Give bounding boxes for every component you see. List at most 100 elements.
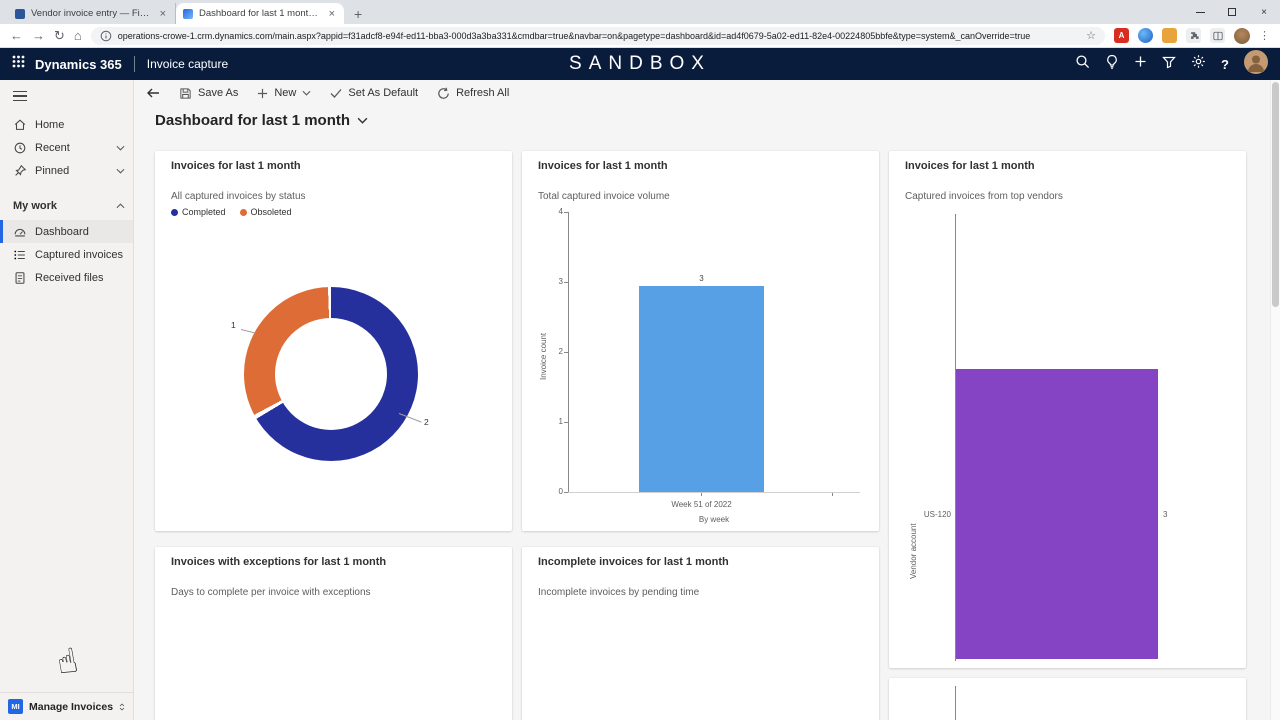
card-invoice-volume: Invoices for last 1 month Total captured… <box>522 151 879 531</box>
adobe-acrobat-extension-icon[interactable]: A <box>1114 28 1129 43</box>
browser-extension-icon-orange[interactable] <box>1162 28 1177 43</box>
app-switcher-label: Manage Invoices <box>29 700 114 713</box>
y-axis-title: Vendor account <box>909 523 918 579</box>
browser-profile-avatar[interactable] <box>1234 27 1250 44</box>
y-tick-mark <box>564 422 568 423</box>
x-tick-mark <box>832 493 833 496</box>
y-tick-label: US-120 <box>923 510 951 519</box>
browser-extension-icon-blue[interactable] <box>1138 28 1153 43</box>
app-name[interactable]: Invoice capture <box>146 57 229 71</box>
forward-button[interactable]: → <box>32 28 45 43</box>
workspace: Home Recent Pinned My work Dashboard Cap… <box>0 80 1280 720</box>
browser-menu-icon[interactable]: ⋮ <box>1259 30 1270 42</box>
browser-toolbar: ← → ↻ ⌂ operations-crowe-1.crm.dynamics.… <box>0 24 1280 48</box>
set-as-default-button[interactable]: Set As Default <box>330 87 418 99</box>
y-tick-label: 0 <box>558 487 563 496</box>
window-close-button[interactable]: × <box>1261 6 1267 18</box>
back-arrow-icon <box>147 88 159 98</box>
card-title: Incomplete invoices for last 1 month <box>538 556 729 568</box>
environment-banner: SANDBOX <box>569 53 711 74</box>
chevron-down-icon[interactable] <box>116 168 125 174</box>
bookmark-star-icon[interactable]: ☆ <box>1086 30 1096 42</box>
scrollbar-thumb[interactable] <box>1272 82 1279 307</box>
up-down-chevron-icon[interactable] <box>119 701 125 713</box>
browser-tab-vendor-invoice[interactable]: Vendor invoice entry — Finance × <box>8 3 176 24</box>
sidebar: Home Recent Pinned My work Dashboard Cap… <box>0 80 134 720</box>
sidebar-toggle[interactable] <box>0 83 133 109</box>
tab-favicon <box>183 8 193 19</box>
sidebar-item-label: Recent <box>35 141 70 154</box>
card-invoices-with-exceptions: Invoices with exceptions for last 1 mont… <box>155 547 512 720</box>
card-title: Invoices for last 1 month <box>171 160 301 172</box>
browser-tab-dashboard[interactable]: Dashboard for last 1 month - D × <box>176 3 344 24</box>
card-incomplete-invoices: Incomplete invoices for last 1 month Inc… <box>522 547 879 720</box>
new-label: New <box>274 87 297 99</box>
home-icon <box>14 118 26 130</box>
legend-item-completed: Completed <box>171 207 226 217</box>
waffle-menu-icon[interactable] <box>12 55 25 73</box>
browser-tab-strip: Vendor invoice entry — Finance × Dashboa… <box>0 0 1280 24</box>
tab-close-icon[interactable]: × <box>159 7 166 20</box>
chevron-up-icon[interactable] <box>116 202 125 209</box>
card-top-vendors: Invoices for last 1 month Captured invoi… <box>889 151 1246 668</box>
legend-item-obsoleted: Obsoleted <box>239 207 292 217</box>
new-button[interactable]: New <box>257 87 311 99</box>
y-axis-line <box>955 686 956 720</box>
extensions-puzzle-icon[interactable] <box>1186 28 1201 43</box>
back-button[interactable]: ← <box>10 28 23 43</box>
filter-icon[interactable] <box>1162 55 1176 74</box>
refresh-all-button[interactable]: Refresh All <box>437 87 509 100</box>
legend-dot <box>239 209 247 216</box>
card-title: Invoices with exceptions for last 1 mont… <box>171 556 387 568</box>
y-tick-label: 3 <box>558 277 563 286</box>
page-title-dropdown[interactable]: Dashboard for last 1 month <box>155 112 368 129</box>
x-tick-mark <box>701 493 702 496</box>
home-button[interactable]: ⌂ <box>73 28 82 43</box>
sidebar-item-dashboard[interactable]: Dashboard <box>0 220 133 243</box>
search-icon[interactable] <box>1075 54 1090 74</box>
sidebar-item-label: Received files <box>35 271 104 284</box>
donut-label-completed: 2 <box>424 417 429 427</box>
scrollbar-track[interactable] <box>1270 80 1280 720</box>
reload-button[interactable]: ↻ <box>54 28 65 43</box>
sidebar-item-captured-invoices[interactable]: Captured invoices <box>0 243 133 266</box>
card-subtitle: Captured invoices from top vendors <box>905 191 1063 202</box>
plus-icon[interactable] <box>1134 55 1147 73</box>
window-minimize-button[interactable] <box>1184 0 1216 24</box>
list-icon <box>14 250 25 259</box>
save-as-button[interactable]: Save As <box>179 87 238 100</box>
sidebar-item-label: Pinned <box>35 164 70 177</box>
window-maximize-button[interactable] <box>1216 0 1248 24</box>
card-subtitle: Incomplete invoices by pending time <box>538 587 700 598</box>
y-axis-line <box>955 214 956 661</box>
page-title: Dashboard for last 1 month <box>155 112 351 129</box>
tab-close-icon[interactable]: × <box>328 7 335 20</box>
y-tick-mark <box>564 352 568 353</box>
tab-title: Vendor invoice entry — Finance <box>31 8 152 19</box>
new-tab-button[interactable]: + <box>354 6 363 22</box>
nav-back-button[interactable] <box>146 87 160 99</box>
address-bar[interactable]: operations-crowe-1.crm.dynamics.com/main… <box>90 26 1105 45</box>
card-title: Invoices for last 1 month <box>538 160 668 172</box>
sidebar-item-received-files[interactable]: Received files <box>0 266 133 289</box>
product-name[interactable]: Dynamics 365 <box>35 56 122 72</box>
sidebar-section-label: My work <box>13 199 58 212</box>
split-screen-icon[interactable] <box>1210 28 1225 43</box>
refresh-all-label: Refresh All <box>456 87 510 99</box>
sidebar-section-my-work[interactable]: My work <box>0 194 133 217</box>
site-info-icon[interactable] <box>100 30 112 42</box>
sidebar-item-pinned[interactable]: Pinned <box>0 159 133 182</box>
sidebar-item-recent[interactable]: Recent <box>0 136 133 159</box>
lightbulb-icon[interactable] <box>1105 54 1119 74</box>
card-invoices-by-status: Invoices for last 1 month All captured i… <box>155 151 512 531</box>
gear-icon[interactable] <box>1191 54 1206 74</box>
chevron-down-icon[interactable] <box>116 145 125 151</box>
user-avatar[interactable] <box>1244 49 1268 79</box>
dashboard-icon <box>14 228 26 236</box>
app-switcher[interactable]: MI Manage Invoices <box>0 692 133 720</box>
sidebar-item-home[interactable]: Home <box>0 113 133 136</box>
help-icon[interactable]: ? <box>1221 56 1229 72</box>
donut-callout-line <box>240 329 256 334</box>
donut-label-obsoleted: 1 <box>231 320 236 330</box>
y-tick-label: 1 <box>558 417 563 426</box>
